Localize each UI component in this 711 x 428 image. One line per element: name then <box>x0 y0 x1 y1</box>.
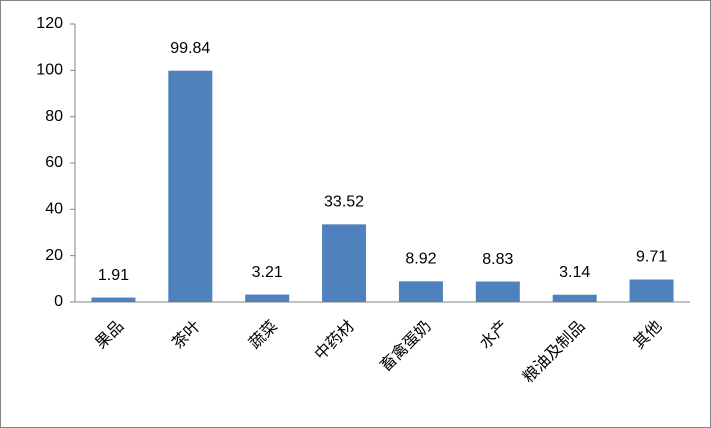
bar <box>245 294 290 302</box>
y-tick-label: 0 <box>54 293 63 310</box>
data-label: 99.84 <box>170 40 210 57</box>
y-tick-label: 120 <box>36 15 63 32</box>
bar <box>629 279 674 302</box>
data-label: 3.21 <box>252 264 283 281</box>
bar <box>552 294 597 302</box>
data-label: 3.14 <box>559 264 590 281</box>
bar <box>322 224 367 302</box>
data-label: 9.71 <box>636 249 667 266</box>
bar <box>398 281 443 302</box>
y-tick-label: 80 <box>45 108 63 125</box>
y-tick-label: 40 <box>45 201 63 218</box>
data-label: 1.91 <box>98 267 129 284</box>
data-label: 33.52 <box>324 194 364 211</box>
y-tick-label: 20 <box>45 247 63 264</box>
bar <box>168 70 213 302</box>
bar <box>91 297 136 302</box>
bar <box>475 281 520 302</box>
data-label: 8.92 <box>405 251 436 268</box>
y-tick-label: 60 <box>45 154 63 171</box>
data-label: 8.83 <box>482 251 513 268</box>
y-tick-label: 100 <box>36 62 63 79</box>
